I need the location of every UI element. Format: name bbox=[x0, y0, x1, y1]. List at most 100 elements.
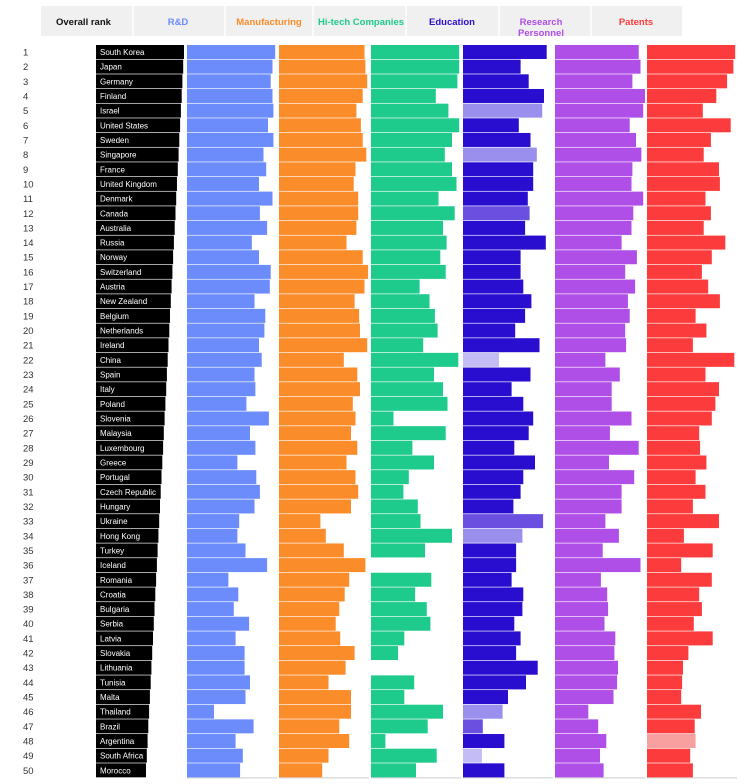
country-row-latvia: 41 Latvia bbox=[23, 631, 713, 646]
country-name: Finland bbox=[100, 92, 126, 101]
country-row-france: 9 France bbox=[23, 162, 719, 177]
bar-mfg bbox=[279, 338, 368, 353]
bar-mfg bbox=[279, 323, 360, 338]
rank-label: 40 bbox=[23, 619, 34, 630]
bar-patents bbox=[647, 382, 719, 397]
rank-bar bbox=[96, 279, 172, 294]
bar-edu bbox=[463, 675, 526, 690]
bar-hitech bbox=[371, 235, 447, 250]
country-name: Italy bbox=[100, 385, 115, 394]
bar-hitech bbox=[371, 572, 432, 587]
bar-edu bbox=[463, 250, 521, 265]
rank-bar bbox=[96, 206, 176, 221]
country-row-china: 22 China bbox=[23, 352, 735, 367]
bar-mfg bbox=[279, 74, 368, 89]
column-header-research: Research Personnel bbox=[518, 17, 564, 39]
bar-edu bbox=[463, 308, 526, 323]
rank-bar bbox=[96, 294, 171, 309]
country-name: Belgium bbox=[100, 312, 129, 321]
bar-hitech bbox=[371, 59, 460, 74]
rank-label: 46 bbox=[23, 707, 34, 718]
bar-mfg bbox=[279, 132, 363, 147]
bar-research bbox=[555, 338, 627, 353]
country-row-sweden: 7 Sweden bbox=[23, 132, 711, 147]
rank-bar bbox=[96, 118, 181, 133]
rank-label: 42 bbox=[23, 649, 34, 660]
bar-rd bbox=[187, 455, 238, 470]
rank-bar bbox=[96, 470, 162, 485]
rank-bar bbox=[96, 411, 165, 426]
bar-mfg bbox=[279, 250, 363, 265]
country-name: Malta bbox=[100, 693, 120, 702]
country-row-norway: 15 Norway bbox=[23, 250, 712, 265]
rank-label: 28 bbox=[23, 443, 34, 454]
bar-research bbox=[555, 734, 607, 749]
bar-hitech bbox=[371, 616, 431, 631]
bar-hitech bbox=[371, 294, 430, 309]
bar-rd bbox=[187, 704, 214, 719]
bar-edu bbox=[463, 660, 538, 675]
bar-hitech bbox=[371, 470, 409, 485]
bar-mfg bbox=[279, 484, 359, 499]
rank-label: 15 bbox=[23, 253, 34, 264]
country-name: Brazil bbox=[100, 722, 120, 731]
rank-label: 20 bbox=[23, 326, 34, 337]
bar-patents bbox=[647, 572, 712, 587]
rank-label: 2 bbox=[23, 62, 28, 73]
bar-edu bbox=[463, 455, 535, 470]
bar-rd bbox=[187, 616, 250, 631]
bar-mfg bbox=[279, 308, 360, 323]
country-name: Hong Kong bbox=[100, 532, 140, 541]
country-row-slovenia: 26 Slovenia bbox=[23, 411, 712, 426]
country-row-belgium: 19 Belgium bbox=[23, 308, 696, 323]
rank-bar bbox=[96, 660, 152, 675]
bar-patents bbox=[647, 308, 696, 323]
rank-label: 32 bbox=[23, 502, 34, 513]
bar-edu bbox=[463, 631, 521, 646]
bar-edu bbox=[463, 45, 547, 59]
bar-mfg bbox=[279, 704, 351, 719]
bar-mfg bbox=[279, 411, 356, 426]
bar-edu bbox=[463, 396, 524, 411]
rank-bar bbox=[96, 528, 159, 543]
bar-research bbox=[555, 675, 618, 690]
bar-research bbox=[555, 748, 600, 763]
bar-research bbox=[555, 455, 609, 470]
country-name: Ireland bbox=[100, 341, 124, 350]
country-row-united-kingdom: 10 United Kingdom bbox=[23, 176, 720, 191]
rank-label: 5 bbox=[23, 106, 28, 117]
bar-patents bbox=[647, 675, 683, 690]
country-row-new-zealand: 18 New Zealand bbox=[23, 294, 720, 309]
country-name: Argentina bbox=[100, 737, 135, 746]
bar-patents bbox=[647, 147, 704, 162]
bar-research bbox=[555, 602, 609, 617]
country-row-finland: 4 Finland bbox=[23, 88, 717, 103]
bar-hitech bbox=[371, 323, 438, 338]
bar-mfg bbox=[279, 264, 369, 279]
country-name: New Zealand bbox=[100, 297, 147, 306]
bar-mfg bbox=[279, 763, 323, 778]
country-row-romania: 37 Romania bbox=[23, 572, 712, 587]
rank-label: 24 bbox=[23, 385, 34, 396]
bar-mfg bbox=[279, 470, 356, 485]
bar-research bbox=[555, 631, 616, 646]
country-row-portugal: 30 Portugal bbox=[23, 470, 696, 485]
bar-mfg bbox=[279, 660, 346, 675]
bar-patents bbox=[647, 470, 696, 485]
bar-edu bbox=[463, 74, 529, 89]
bar-hitech bbox=[371, 88, 436, 103]
bar-patents bbox=[647, 235, 726, 250]
bar-hitech bbox=[371, 631, 405, 646]
bar-mfg bbox=[279, 690, 351, 705]
column-headers: R&D Manufacturing Hi-tech Companies Educati… bbox=[168, 17, 653, 39]
country-row-netherlands: 20 Netherlands bbox=[23, 323, 707, 338]
rank-bar bbox=[96, 88, 182, 103]
bar-rd bbox=[187, 514, 240, 529]
overall-rank-header: Overall rank bbox=[56, 17, 112, 28]
bar-edu bbox=[463, 440, 515, 455]
bar-edu bbox=[463, 543, 517, 558]
rank-bar bbox=[96, 558, 157, 573]
rank-label: 11 bbox=[23, 194, 33, 205]
column-header-hitech: Hi-tech Companies bbox=[318, 17, 404, 28]
bar-research bbox=[555, 719, 599, 734]
